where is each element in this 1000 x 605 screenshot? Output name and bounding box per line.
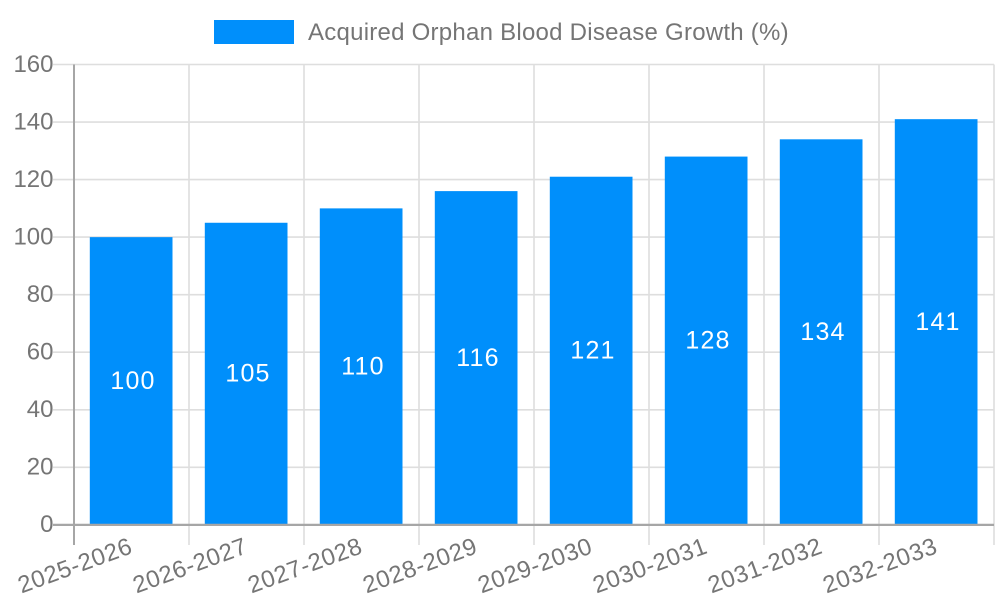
svg-text:60: 60 [27, 339, 54, 366]
svg-text:Acquired Orphan Blood Disease: Acquired Orphan Blood Disease Growth (%) [308, 19, 789, 46]
svg-text:141: 141 [915, 308, 960, 336]
svg-text:160: 160 [13, 51, 53, 78]
svg-text:134: 134 [800, 318, 845, 346]
svg-text:120: 120 [13, 166, 53, 193]
svg-text:128: 128 [685, 327, 730, 355]
svg-text:116: 116 [456, 344, 499, 372]
svg-text:140: 140 [13, 109, 53, 136]
svg-text:100: 100 [13, 224, 53, 251]
svg-text:105: 105 [225, 360, 270, 388]
svg-text:0: 0 [40, 511, 53, 538]
svg-text:80: 80 [27, 281, 54, 308]
svg-text:100: 100 [110, 367, 155, 395]
svg-text:20: 20 [27, 454, 54, 481]
svg-text:121: 121 [570, 337, 615, 365]
svg-text:110: 110 [341, 353, 384, 381]
svg-text:40: 40 [27, 396, 54, 423]
